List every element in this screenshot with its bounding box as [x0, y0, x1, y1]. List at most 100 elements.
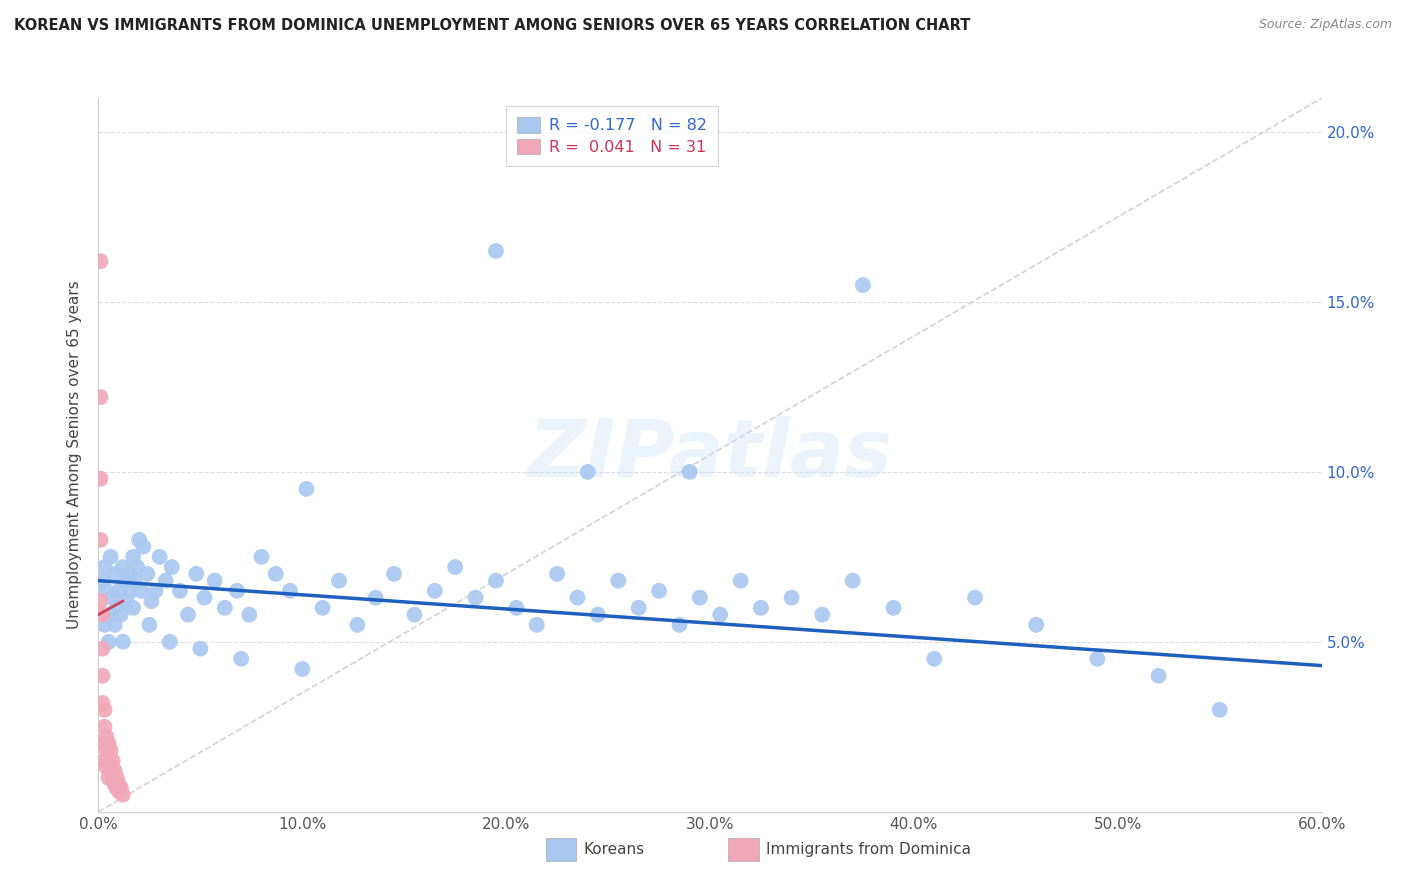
Legend: R = -0.177   N = 82, R =  0.041   N = 31: R = -0.177 N = 82, R = 0.041 N = 31	[506, 106, 718, 166]
Point	[93, 754, 115, 768]
Point	[1147, 669, 1170, 683]
Point	[346, 617, 368, 632]
Point	[250, 549, 273, 564]
Point	[127, 560, 149, 574]
Point	[231, 652, 253, 666]
Point	[145, 583, 167, 598]
Point	[485, 574, 508, 588]
Point	[136, 566, 159, 581]
Point	[101, 771, 124, 785]
Point	[586, 607, 609, 622]
Point	[114, 574, 136, 588]
Point	[108, 778, 131, 792]
Point	[111, 788, 134, 802]
Y-axis label: Unemployment Among Seniors over 65 years: Unemployment Among Seniors over 65 years	[67, 281, 83, 629]
Point	[105, 771, 128, 785]
Text: ZIPatlas: ZIPatlas	[527, 416, 893, 494]
Point	[295, 482, 318, 496]
Point	[155, 574, 177, 588]
Point	[91, 696, 114, 710]
Point	[505, 600, 527, 615]
Point	[93, 560, 115, 574]
Point	[177, 607, 200, 622]
Point	[96, 760, 118, 774]
Point	[238, 607, 260, 622]
Point	[97, 737, 120, 751]
Point	[100, 764, 122, 778]
Point	[122, 600, 145, 615]
Point	[89, 594, 111, 608]
Point	[138, 617, 160, 632]
Point	[97, 635, 120, 649]
Point	[89, 390, 111, 404]
Point	[689, 591, 711, 605]
Point	[91, 669, 114, 683]
Point	[132, 540, 155, 554]
Point	[169, 583, 191, 598]
Point	[100, 743, 122, 757]
Point	[110, 780, 132, 795]
Point	[526, 617, 548, 632]
Point	[264, 566, 287, 581]
Point	[101, 591, 124, 605]
Point	[96, 730, 118, 744]
Point	[111, 635, 134, 649]
Point	[115, 594, 138, 608]
Point	[122, 549, 145, 564]
Point	[110, 607, 132, 622]
Point	[120, 583, 142, 598]
Point	[91, 641, 114, 656]
Point	[188, 641, 212, 656]
Point	[312, 600, 335, 615]
Point	[186, 566, 208, 581]
Point	[1085, 652, 1108, 666]
Point	[91, 607, 114, 622]
Point	[404, 607, 426, 622]
Point	[93, 737, 115, 751]
Point	[291, 662, 314, 676]
Point	[159, 635, 181, 649]
Point	[965, 591, 987, 605]
Point	[105, 780, 128, 795]
Point	[576, 465, 599, 479]
Point	[118, 566, 141, 581]
Point	[149, 549, 172, 564]
Point	[101, 754, 124, 768]
Point	[423, 583, 446, 598]
Text: Koreans: Koreans	[583, 842, 644, 857]
Point	[709, 607, 731, 622]
Point	[93, 617, 115, 632]
Point	[841, 574, 863, 588]
Point	[93, 703, 115, 717]
Point	[104, 764, 127, 778]
Point	[89, 254, 111, 268]
Point	[811, 607, 834, 622]
Point	[108, 784, 131, 798]
Point	[204, 574, 226, 588]
Point	[1209, 703, 1232, 717]
Point	[1025, 617, 1047, 632]
Point	[922, 652, 945, 666]
Point	[648, 583, 671, 598]
Text: Immigrants from Dominica: Immigrants from Dominica	[766, 842, 972, 857]
Point	[104, 566, 127, 581]
Point	[668, 617, 690, 632]
Point	[226, 583, 249, 598]
Point	[627, 600, 650, 615]
Point	[749, 600, 772, 615]
Point	[104, 617, 127, 632]
Point	[567, 591, 589, 605]
Point	[97, 771, 120, 785]
Point	[97, 754, 120, 768]
Point	[780, 591, 803, 605]
Point	[193, 591, 215, 605]
Point	[278, 583, 301, 598]
Point	[160, 560, 183, 574]
Point	[97, 607, 120, 622]
Point	[104, 778, 127, 792]
Text: KOREAN VS IMMIGRANTS FROM DOMINICA UNEMPLOYMENT AMONG SENIORS OVER 65 YEARS CORR: KOREAN VS IMMIGRANTS FROM DOMINICA UNEMP…	[14, 18, 970, 33]
Point	[607, 574, 630, 588]
Point	[141, 594, 163, 608]
Point	[111, 560, 134, 574]
Point	[444, 560, 467, 574]
